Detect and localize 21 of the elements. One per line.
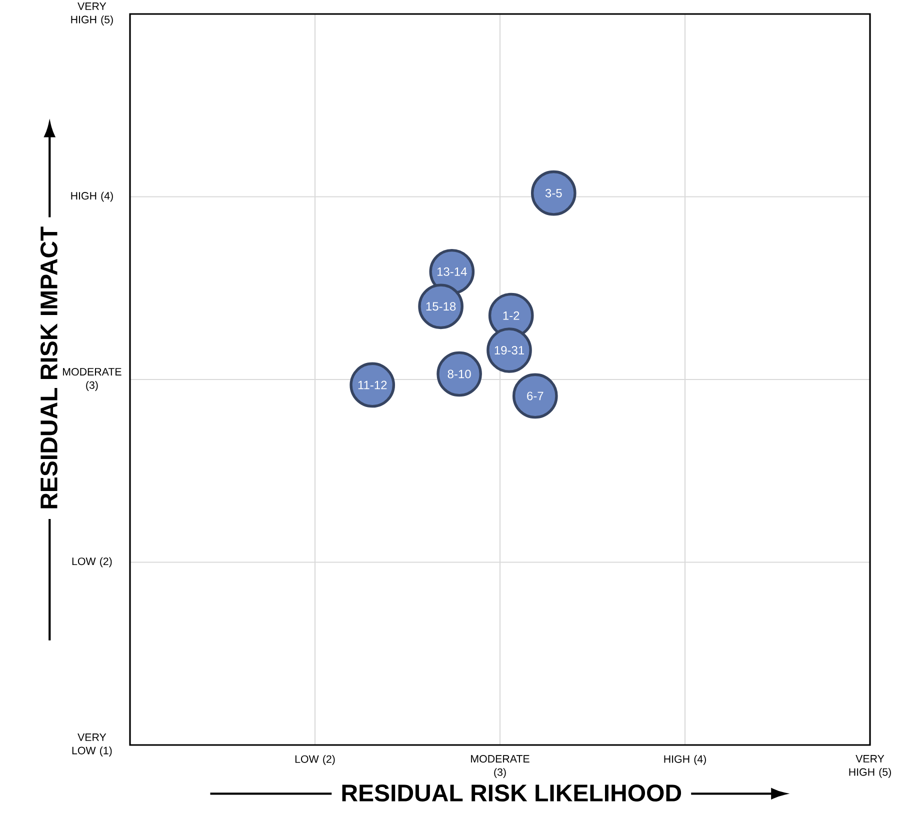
annotation: 19-31 [494,346,524,355]
annotation: 6-7 [527,392,544,400]
y-axis-title: RESIDUAL RISK IMPACT [40,226,58,508]
x-tick-label: MODERATE (3) [471,755,530,778]
annotation: 1-2 [503,311,520,320]
point [512,373,558,419]
x-tick-label: LOW (2) [295,755,335,765]
x-axis-title: RESIDUAL RISK LIKELIHOOD [342,784,682,802]
y-tick-label: LOW (2) [72,557,112,568]
y-tick-label: HIGH (4) [71,192,113,202]
x-tick-label: HIGH (4) [664,755,706,765]
annotation: 3-5 [545,188,562,198]
annotation: 11-12 [358,380,387,390]
x-tick-label: VERY HIGH (5) [849,755,891,778]
point [530,170,576,216]
y-tick-label: VERY LOW (1) [72,734,112,756]
annotation: 15-18 [426,302,456,311]
y-tick-label: MODERATE (3) [63,368,122,391]
annotation: 13-14 [437,267,467,276]
y-tick-label: VERY HIGH (5) [71,2,113,26]
annotation: 8-10 [448,370,471,378]
